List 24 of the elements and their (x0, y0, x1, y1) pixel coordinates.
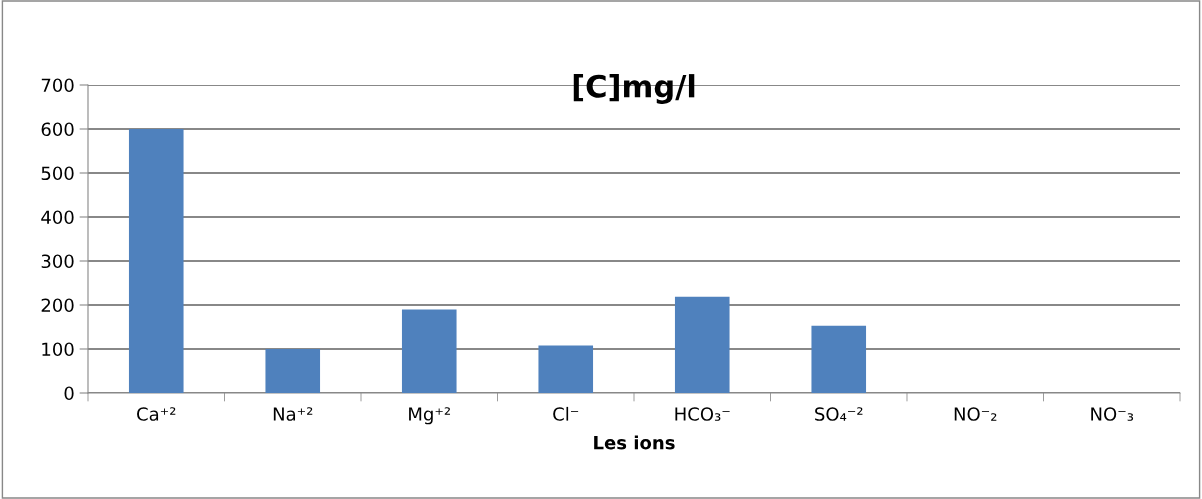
x-tick-label: HCO₃⁻ (675, 407, 730, 421)
y-tick-label: 400 (41, 210, 74, 225)
bar (538, 345, 594, 393)
y-tick-label: 0 (64, 386, 74, 401)
bar (265, 349, 321, 393)
y-tick-label: 600 (41, 122, 74, 137)
chart-title: [C]mg/l (573, 74, 695, 104)
bar (401, 309, 457, 393)
x-tick-label: NO⁻₃ (1091, 407, 1134, 421)
x-tick-label: Ca⁺² (137, 407, 176, 421)
y-tick-label: 700 (41, 78, 74, 93)
bar (128, 129, 184, 393)
y-tick-label: 200 (41, 298, 74, 313)
bar (811, 325, 867, 393)
y-tick-label: 100 (42, 342, 74, 357)
x-tick-label: NO⁻₂ (954, 407, 997, 421)
x-tick-label: Cl⁻ (553, 406, 579, 421)
x-axis-title: Les ions (594, 435, 675, 450)
y-tick-label: 300 (41, 254, 74, 269)
x-tick-label: Na⁺² (273, 407, 313, 421)
y-tick-label: 500 (41, 166, 74, 181)
x-tick-label: SO₄⁻² (815, 407, 863, 421)
x-tick-label: Mg⁺² (409, 407, 451, 425)
bar (674, 296, 730, 393)
